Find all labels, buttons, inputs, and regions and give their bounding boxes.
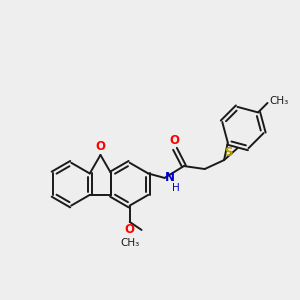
Text: O: O: [125, 223, 135, 236]
Text: CH₃: CH₃: [269, 97, 288, 106]
Text: CH₃: CH₃: [121, 238, 140, 248]
Text: O: O: [95, 140, 106, 154]
Text: S: S: [225, 146, 233, 159]
Text: H: H: [172, 183, 180, 193]
Text: O: O: [169, 134, 179, 147]
Text: N: N: [165, 171, 175, 184]
